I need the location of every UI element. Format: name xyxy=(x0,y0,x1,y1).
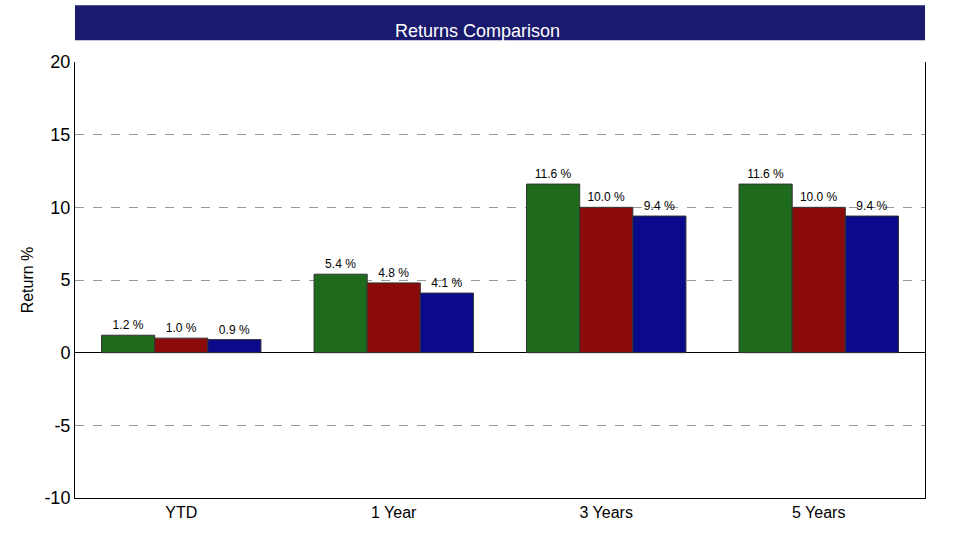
svg-text:10.0 %: 10.0 % xyxy=(587,190,625,204)
svg-text:1 Year: 1 Year xyxy=(371,504,417,521)
svg-text:YTD: YTD xyxy=(165,504,197,521)
svg-text:3 Years: 3 Years xyxy=(580,504,633,521)
svg-text:20: 20 xyxy=(50,52,70,72)
svg-text:5.4 %: 5.4 % xyxy=(325,257,356,271)
svg-text:11.6 %: 11.6 % xyxy=(535,167,572,181)
svg-text:5 Years: 5 Years xyxy=(792,504,845,521)
svg-text:10: 10 xyxy=(50,198,70,218)
svg-text:Returns Comparison: Returns Comparison xyxy=(395,21,560,41)
svg-text:11.6 %: 11.6 % xyxy=(747,167,784,181)
svg-text:0.9 %: 0.9 % xyxy=(219,323,250,337)
svg-text:9.4 %: 9.4 % xyxy=(856,199,887,213)
svg-text:4.1 %: 4.1 % xyxy=(431,276,462,290)
svg-text:10.0 %: 10.0 % xyxy=(800,190,838,204)
svg-text:9.4 %: 9.4 % xyxy=(644,199,675,213)
svg-text:-5: -5 xyxy=(54,416,70,436)
svg-text:15: 15 xyxy=(50,125,70,145)
svg-text:5: 5 xyxy=(60,270,70,290)
svg-text:1.2 %: 1.2 % xyxy=(113,318,144,332)
svg-text:1.0 %: 1.0 % xyxy=(166,321,197,335)
svg-text:4.8 %: 4.8 % xyxy=(378,266,409,280)
svg-text:Return %: Return % xyxy=(19,247,36,314)
svg-text:-10: -10 xyxy=(44,488,70,508)
svg-text:0: 0 xyxy=(60,343,70,363)
